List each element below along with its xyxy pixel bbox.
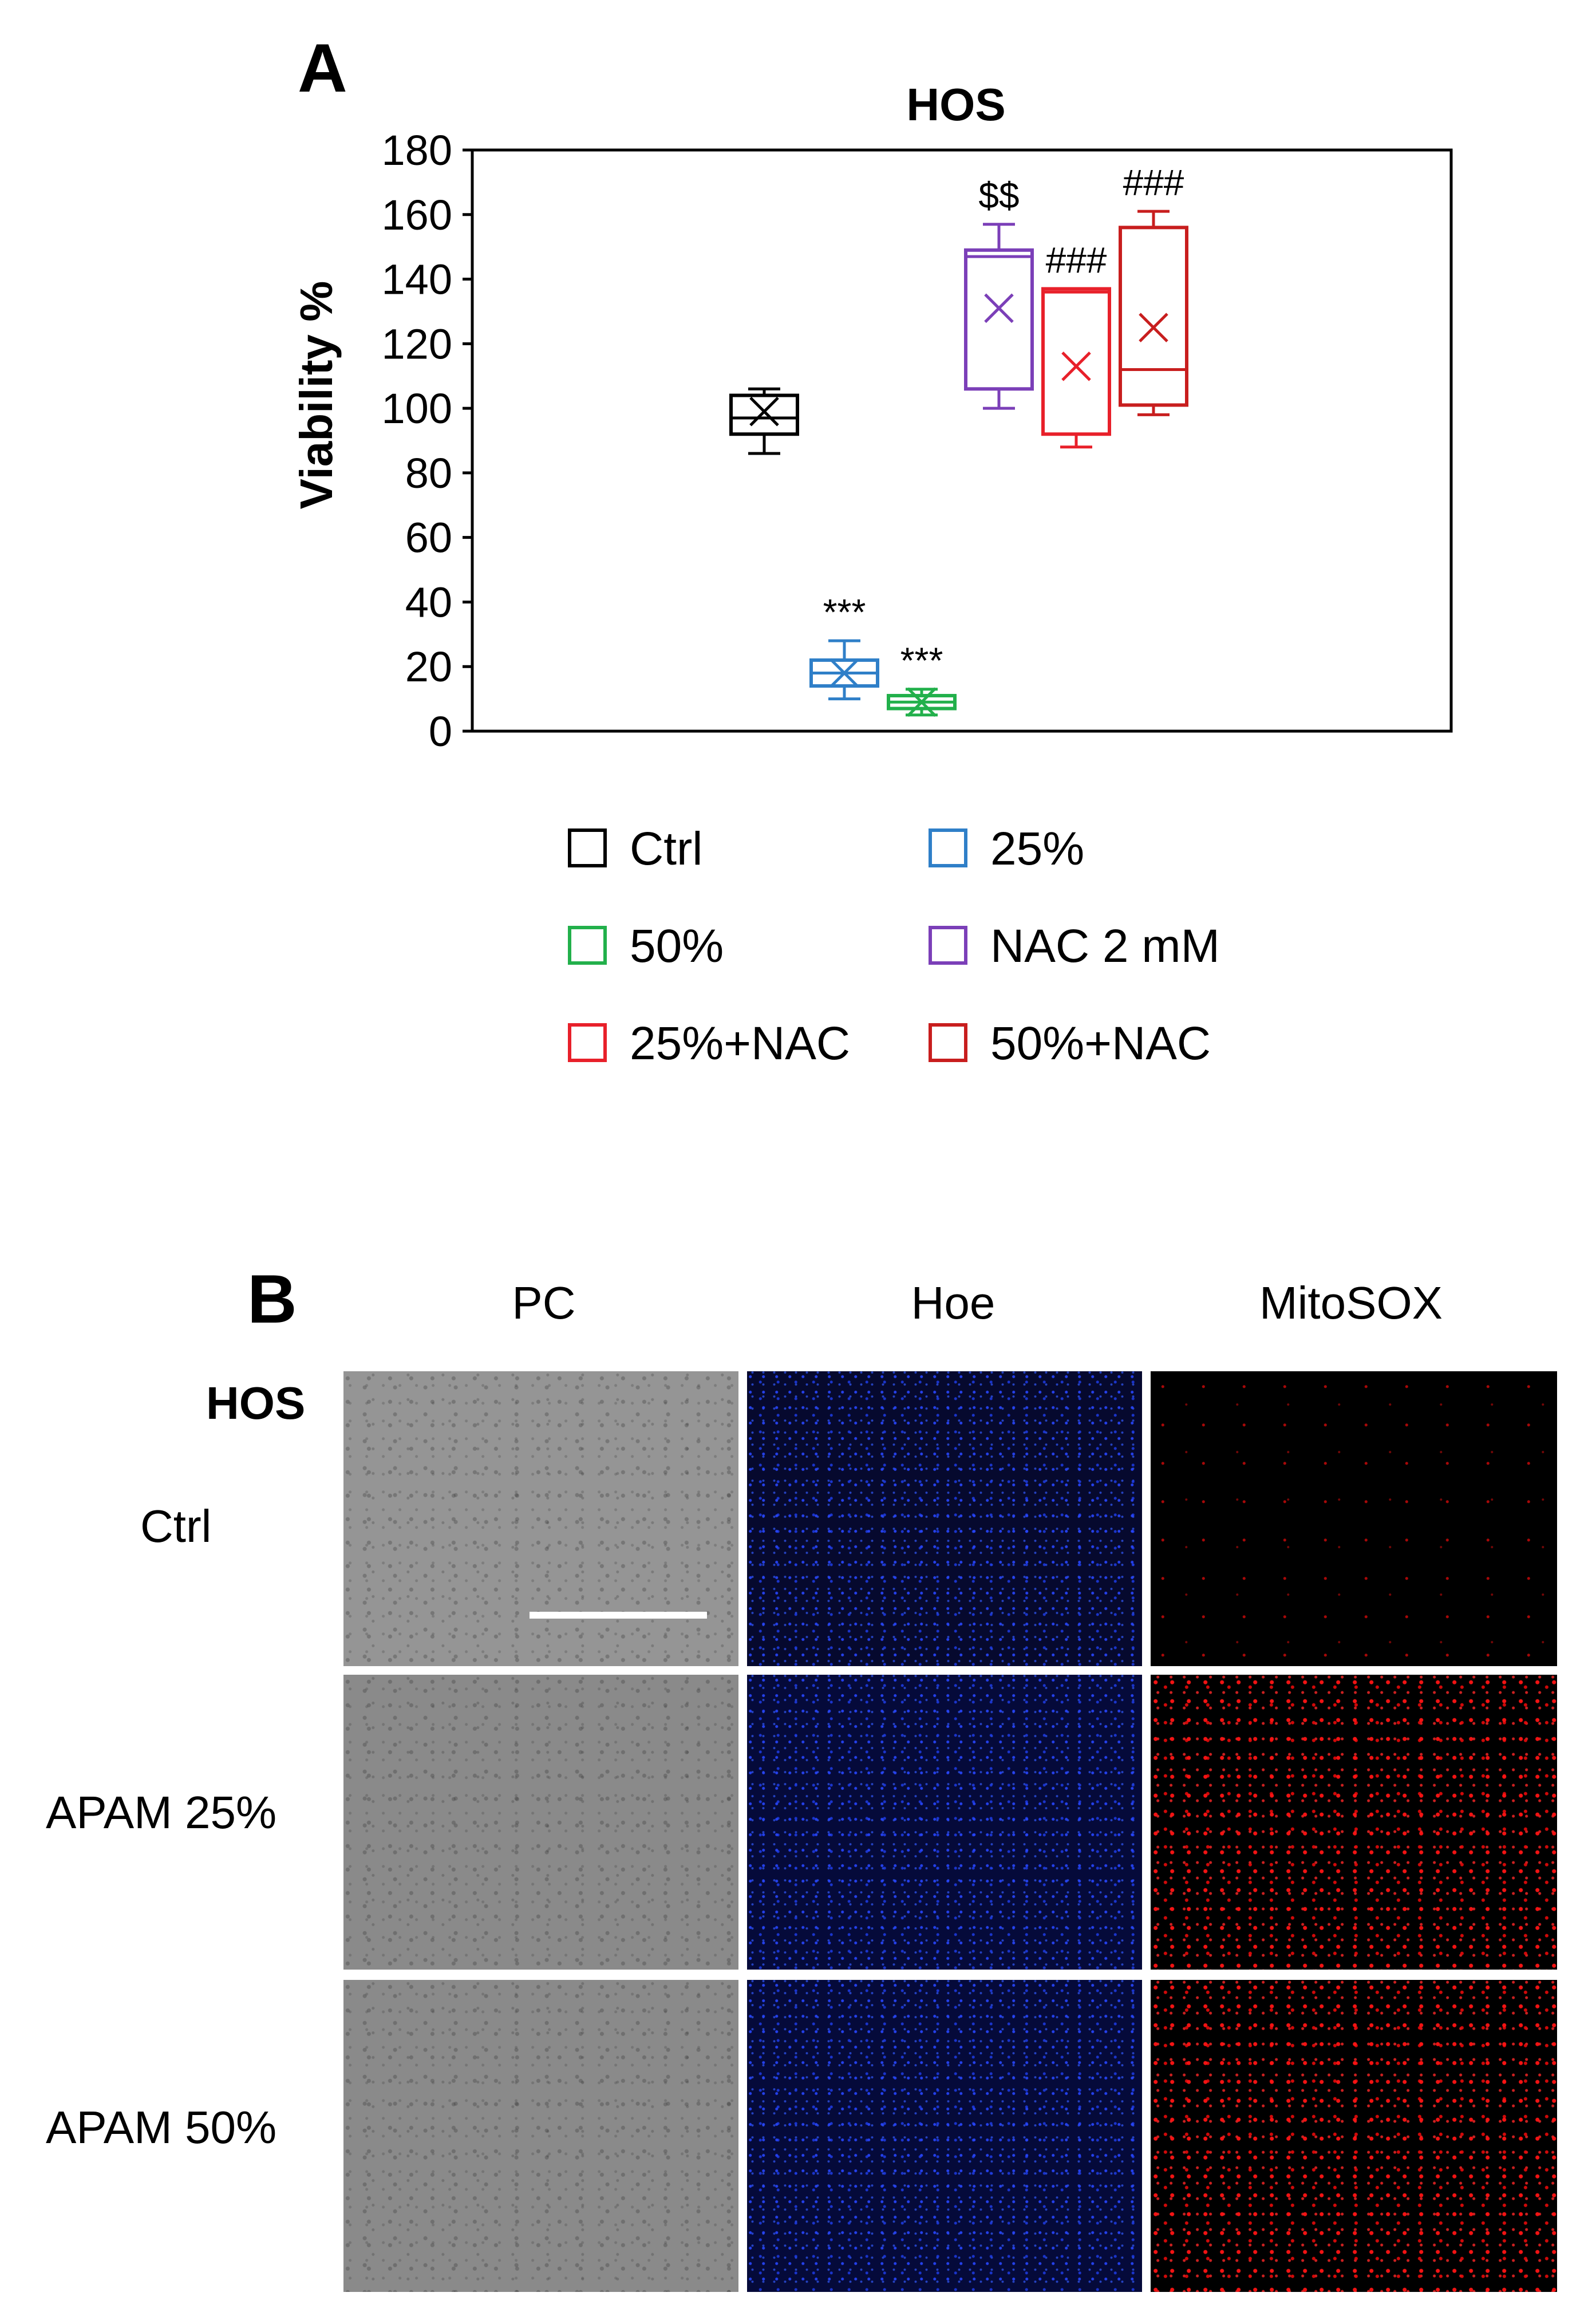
chart-figure: A HOS Viability % 0 20 40 60 80 100 120 140 160 1…: [291, 30, 1453, 1070]
box-plot: ###: [1119, 162, 1188, 416]
mean-marker: [1061, 352, 1091, 381]
hoe-image-apam-50: [747, 1980, 1142, 2292]
y-tick-label: 140: [382, 256, 452, 303]
mean-marker: [1139, 313, 1168, 342]
legend-label: NAC 2 mM: [990, 920, 1220, 972]
legend-item: Ctrl: [568, 823, 703, 875]
pc-image-apam-50: [343, 1980, 738, 2292]
legend-swatch: [568, 828, 607, 867]
box-iqr: [729, 393, 799, 436]
column-header-hoe: Hoe: [911, 1277, 995, 1328]
legend-swatch: [568, 1023, 607, 1062]
legend-item: 25%+NAC: [568, 1017, 850, 1070]
pc-image-ctrl: [343, 1371, 738, 1666]
mitosox-image-ctrl: [1151, 1371, 1557, 1666]
box-plot: ###: [1041, 239, 1111, 449]
legend-label: 50%+NAC: [990, 1017, 1211, 1070]
panel-a-letter: A: [298, 30, 347, 106]
legend: Ctrl 25% 50% NAC 2 mM 25%+NAC 50%+NAC: [568, 823, 1220, 1070]
legend-item: 50%+NAC: [929, 1017, 1211, 1070]
box-plot: [729, 387, 799, 455]
mitosox-image-apam-50: [1151, 1980, 1557, 2292]
hoe-image-ctrl: [747, 1371, 1142, 1666]
y-tick-label: 120: [382, 320, 452, 368]
significance-annotation: ###: [1123, 162, 1184, 203]
legend-label: Ctrl: [630, 823, 703, 875]
significance-annotation: $$: [978, 175, 1019, 216]
y-tick-label: 100: [382, 385, 452, 432]
y-ticks: 0 20 40 60 80 100 120 140 160 180: [382, 127, 472, 755]
legend-swatch: [929, 1023, 967, 1062]
box-plot: ***: [887, 640, 957, 717]
y-tick-label: 80: [405, 449, 452, 497]
legend-item: NAC 2 mM: [929, 920, 1220, 972]
y-axis-label: Viability %: [291, 281, 342, 510]
row-label-apam-25: APAM 25%: [46, 1787, 277, 1838]
legend-label: 25%: [990, 823, 1084, 875]
legend-swatch: [929, 926, 967, 965]
y-tick-label: 180: [382, 127, 452, 174]
plot-frame: [471, 148, 1453, 733]
column-header-mitosox: MitoSOX: [1259, 1277, 1443, 1328]
significance-annotation: ###: [1046, 239, 1107, 281]
mitosox-image-apam-25: [1151, 1675, 1557, 1970]
mean-marker: [749, 396, 779, 427]
panel-b-letter: B: [247, 1261, 297, 1337]
mean-marker: [829, 658, 859, 688]
box-plot: ***: [809, 591, 879, 701]
chart-title: HOS: [906, 79, 1005, 130]
row-label-apam-50: APAM 50%: [46, 2102, 277, 2153]
box-iqr: [964, 248, 1034, 391]
box-iqr: [1041, 287, 1111, 436]
y-tick-label: 60: [405, 514, 452, 562]
legend-swatch: [929, 828, 967, 867]
y-tick-label: 0: [429, 708, 452, 755]
significance-annotation: ***: [900, 640, 943, 681]
scale-bar: [530, 1612, 707, 1619]
y-tick-label: 40: [405, 578, 452, 626]
legend-item: 50%: [568, 920, 724, 972]
hoe-image-apam-25: [747, 1675, 1142, 1970]
column-header-pc: PC: [512, 1277, 576, 1328]
box-iqr: [1119, 226, 1188, 407]
pc-image-apam-25: [343, 1675, 738, 1970]
significance-annotation: ***: [823, 591, 866, 633]
mean-marker: [907, 687, 937, 717]
cell-line-label: HOS: [206, 1378, 306, 1429]
box-plot: $$: [964, 175, 1034, 410]
legend-swatch: [568, 926, 607, 965]
row-label-ctrl: Ctrl: [140, 1501, 212, 1552]
legend-label: 50%: [630, 920, 724, 972]
y-tick-label: 20: [405, 643, 452, 691]
legend-item: 25%: [929, 823, 1084, 875]
box-plots: *** *** $$ ### ###: [729, 162, 1188, 717]
legend-label: 25%+NAC: [630, 1017, 850, 1070]
mean-marker: [984, 293, 1014, 323]
y-tick-label: 160: [382, 191, 452, 239]
